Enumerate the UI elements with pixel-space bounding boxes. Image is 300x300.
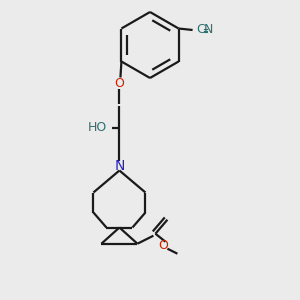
Text: O: O — [115, 77, 124, 90]
Text: HO: HO — [88, 121, 107, 134]
Text: N: N — [114, 158, 124, 172]
Text: C: C — [196, 23, 205, 36]
Text: N: N — [204, 23, 213, 36]
Text: O: O — [158, 239, 168, 252]
